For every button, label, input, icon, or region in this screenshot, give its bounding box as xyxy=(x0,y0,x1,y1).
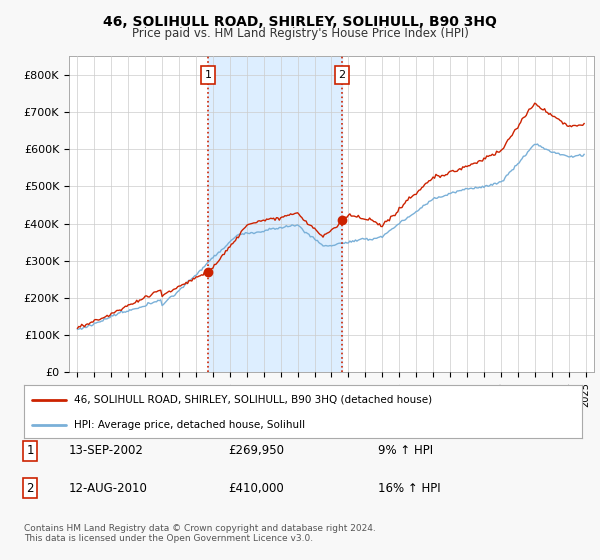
Text: 1: 1 xyxy=(26,444,34,458)
Text: 9% ↑ HPI: 9% ↑ HPI xyxy=(378,444,433,458)
Bar xyxy=(208,56,342,372)
Text: Contains HM Land Registry data © Crown copyright and database right 2024.
This d: Contains HM Land Registry data © Crown c… xyxy=(24,524,376,543)
Text: HPI: Average price, detached house, Solihull: HPI: Average price, detached house, Soli… xyxy=(74,419,305,430)
Text: 2: 2 xyxy=(26,482,34,495)
Text: Price paid vs. HM Land Registry's House Price Index (HPI): Price paid vs. HM Land Registry's House … xyxy=(131,27,469,40)
Text: £410,000: £410,000 xyxy=(228,482,284,495)
Text: 46, SOLIHULL ROAD, SHIRLEY, SOLIHULL, B90 3HQ (detached house): 46, SOLIHULL ROAD, SHIRLEY, SOLIHULL, B9… xyxy=(74,395,433,405)
Text: 12-AUG-2010: 12-AUG-2010 xyxy=(69,482,148,495)
Text: 2: 2 xyxy=(338,70,346,80)
Text: 16% ↑ HPI: 16% ↑ HPI xyxy=(378,482,440,495)
Text: 1: 1 xyxy=(205,70,212,80)
Text: 13-SEP-2002: 13-SEP-2002 xyxy=(69,444,144,458)
Text: £269,950: £269,950 xyxy=(228,444,284,458)
Text: 46, SOLIHULL ROAD, SHIRLEY, SOLIHULL, B90 3HQ: 46, SOLIHULL ROAD, SHIRLEY, SOLIHULL, B9… xyxy=(103,15,497,29)
